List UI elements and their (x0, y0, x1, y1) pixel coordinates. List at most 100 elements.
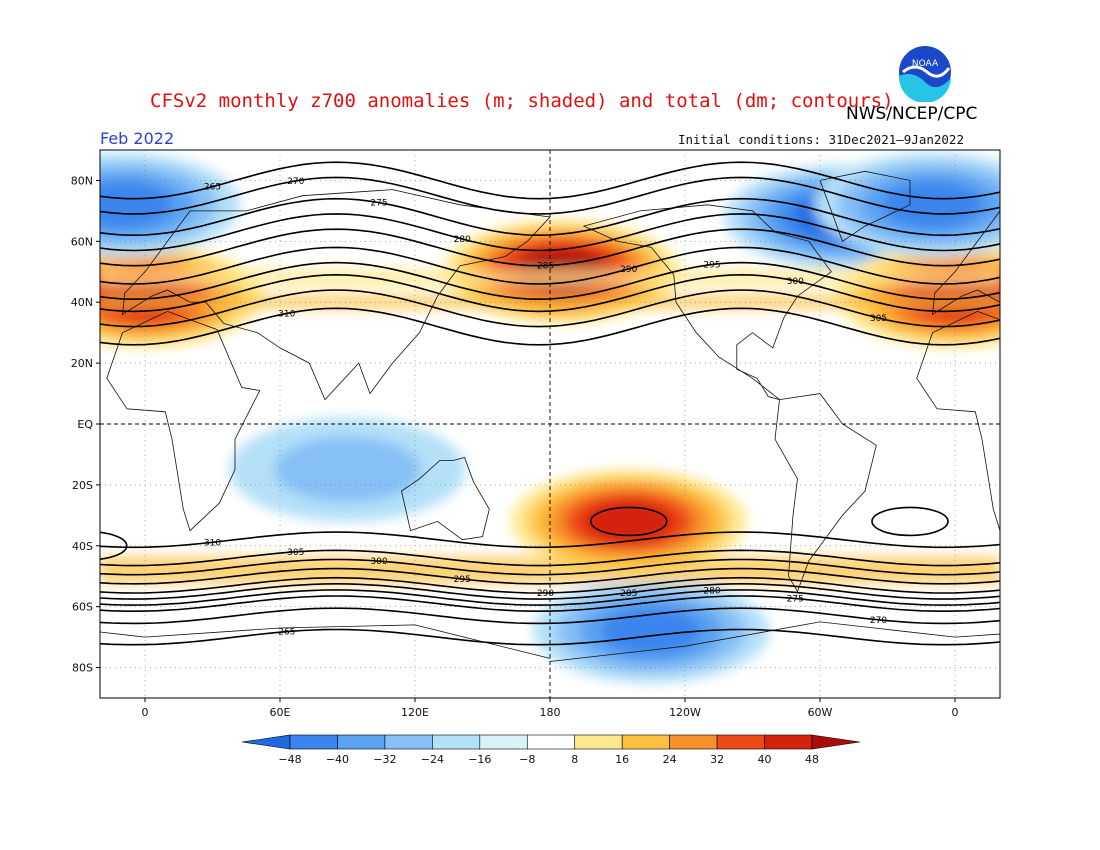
colorbar-high-arrow (811, 734, 861, 750)
contour-275 (100, 197, 1000, 237)
colorbar-label: 16 (615, 753, 629, 766)
contour-280 (100, 213, 1000, 252)
colorbar-swatch (432, 734, 481, 750)
contour-315 (100, 531, 128, 560)
contour-label: 265 (204, 183, 221, 193)
coastline-antarctica (549, 621, 1000, 662)
contour-label: 295 (454, 575, 471, 585)
colorbar-swatch (574, 734, 623, 750)
contour-310 (100, 307, 1000, 346)
colorbar-swatch (764, 734, 813, 750)
coastline-samerica (774, 393, 877, 593)
colorbar-swatch (479, 734, 528, 750)
colorbar-swatch (384, 734, 433, 750)
colorbar-label: 32 (710, 753, 724, 766)
contour-295 (100, 567, 1000, 585)
contour-270 (100, 607, 1000, 625)
colorbar-swatch (526, 734, 576, 750)
lat-label: 80N (71, 174, 93, 187)
noaa-logo-icon: NOAA (896, 43, 954, 102)
colorbar-label: −32 (373, 753, 396, 766)
coastline-africa (106, 310, 261, 532)
contour-label: 310 (204, 538, 221, 548)
initial-conditions: Initial conditions: 31Dec2021–9Jan2022 (678, 132, 964, 147)
southern-ocean-negative-level (600, 607, 702, 655)
contour-label: 280 (703, 587, 720, 597)
colorbar-label: 48 (805, 753, 819, 766)
colorbar-label: −8 (519, 753, 535, 766)
coastline-greenland (819, 170, 911, 242)
map-title: CFSv2 monthly z700 anomalies (m; shaded)… (150, 90, 894, 112)
contour-275 (100, 595, 1000, 613)
lat-label: EQ (77, 418, 93, 431)
coastline-namerica (582, 204, 832, 400)
colorbar-label: −16 (468, 753, 491, 766)
contour-290 (100, 246, 1000, 285)
contour-label: 275 (370, 199, 387, 209)
coastlines (0, 170, 1000, 662)
gridlines (100, 150, 1000, 698)
contour-300 (100, 273, 1000, 313)
lat-label: 60S (72, 601, 93, 614)
arctic-europe-negative-level-wrap (882, 181, 983, 229)
contour-305 (100, 549, 1000, 567)
lat-label: 20N (71, 357, 93, 370)
contour-label: 285 (537, 262, 554, 272)
lat-label: 40S (72, 540, 93, 553)
contour-label: 310 (278, 309, 295, 319)
colorbar-label: 40 (758, 753, 772, 766)
arctic-europe-negative-level (100, 181, 173, 229)
lon-label: 120W (669, 706, 701, 719)
lat-label: 80S (72, 662, 93, 675)
colorbar-swatch (621, 734, 670, 750)
lon-label: 0 (142, 706, 149, 719)
coastline-australia (401, 457, 490, 541)
colorbar-swatch (716, 734, 765, 750)
contour-label: 300 (370, 557, 387, 567)
contour-265 (100, 628, 1000, 646)
contour-310 (100, 531, 1000, 549)
lon-label: 60E (270, 706, 291, 719)
lon-label: 120E (401, 706, 429, 719)
height-contours: 265 270 275 280 285 290 295 300 305 310 310 305 300 2… (100, 161, 1000, 646)
colorbar-label: −48 (278, 753, 301, 766)
coastline-namerica (0, 205, 21, 400)
lat-label: 40N (71, 296, 93, 309)
contour-label: 280 (454, 235, 471, 245)
colorbar-label: 8 (571, 753, 578, 766)
agency-label: NWS/NCEP/CPC (846, 104, 978, 124)
colorbar-label: 24 (663, 753, 677, 766)
lon-label: 180 (540, 706, 561, 719)
lon-label: 60W (808, 706, 833, 719)
contour-label: 300 (787, 277, 804, 287)
contour-label: 305 (870, 314, 887, 324)
map-axes: 80N 60N 40N 20N EQ 20S 40S 60S 80S 0 60E 120E 180 120… (71, 174, 959, 719)
colorbar-label: −40 (326, 753, 349, 766)
coastline-antarctica (100, 624, 551, 659)
contour-285 (100, 228, 1000, 267)
contour-label: 290 (620, 265, 637, 275)
contour-285 (100, 582, 1000, 600)
contour-315 (871, 506, 949, 537)
contour-label: 285 (620, 589, 637, 599)
map-area: 265 270 275 280 285 290 295 300 305 310 310 305 300 2… (0, 150, 1000, 698)
colorbar: −48 −40 −32 −24 −16 −8 8 16 24 32 40 48 (241, 734, 861, 766)
coastline-eurasia (122, 189, 551, 401)
svg-text:NOAA: NOAA (912, 59, 939, 69)
forecast-month: Feb 2022 (100, 129, 175, 148)
lon-label: 0 (952, 706, 959, 719)
contour-265 (100, 161, 1000, 200)
colorbar-low-arrow (241, 734, 291, 750)
contour-label: 305 (287, 548, 304, 558)
contour-label: 265 (278, 628, 295, 638)
contour-305 (100, 289, 1000, 328)
contour-300 (100, 558, 1000, 576)
colorbar-label: −24 (421, 753, 444, 766)
lat-label: 20S (72, 479, 93, 492)
colorbar-swatch (337, 734, 386, 750)
contour-280 (100, 589, 1000, 606)
contour-315 (589, 506, 668, 537)
contour-label: 275 (787, 595, 804, 605)
contour-label: 295 (703, 260, 720, 270)
contour-295 (100, 261, 1000, 301)
